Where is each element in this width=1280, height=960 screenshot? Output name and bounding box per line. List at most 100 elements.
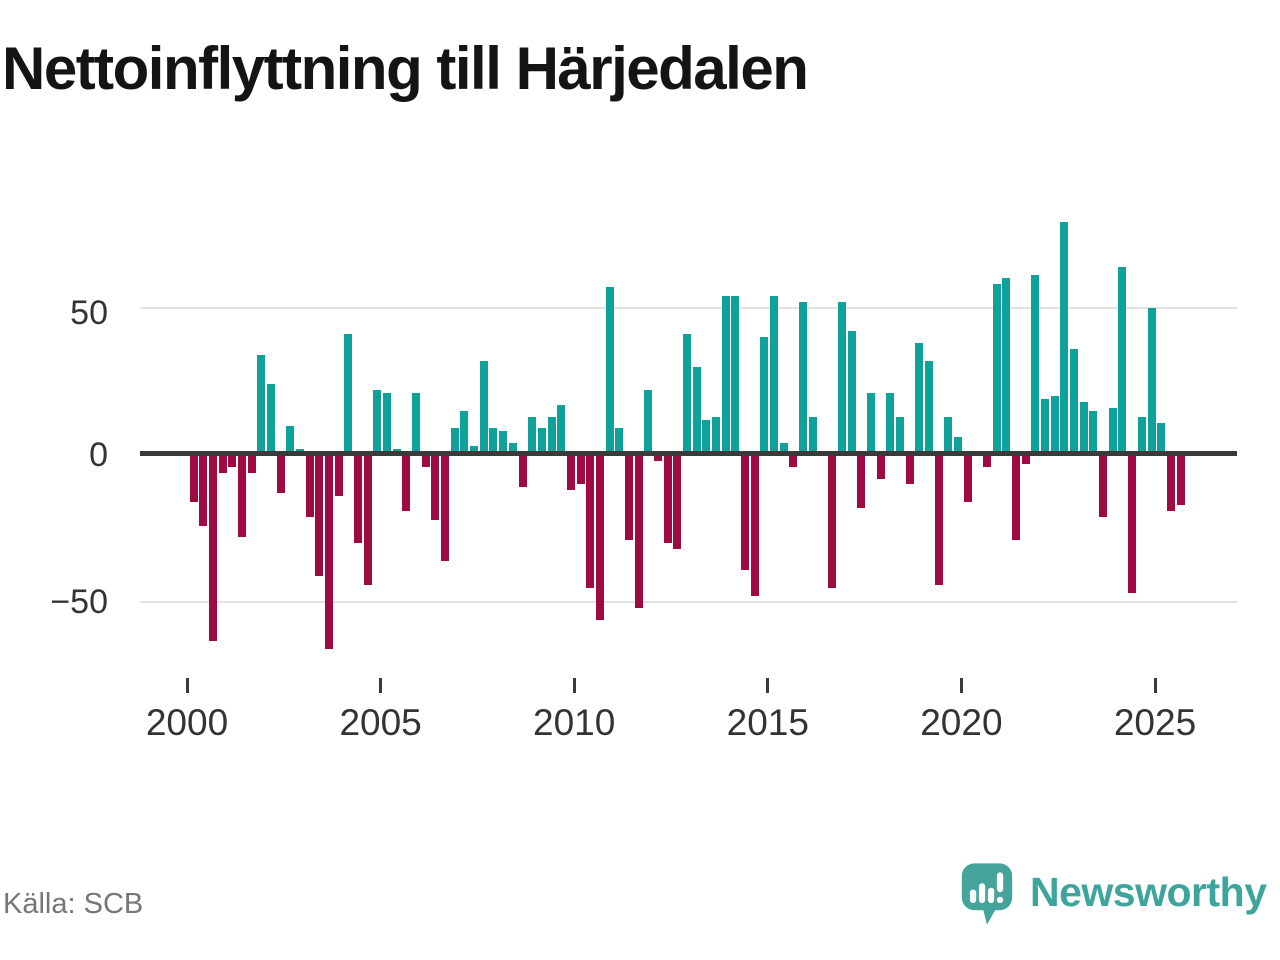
bar-2001-Q1: [228, 455, 237, 467]
bar-2003-Q1: [305, 455, 314, 517]
bar-2018-Q4: [915, 343, 924, 455]
bar-2019-Q4: [953, 437, 962, 455]
bar-2012-Q1: [653, 455, 662, 461]
bar-2000-Q3: [208, 455, 217, 641]
bar-2007-Q4: [489, 428, 498, 455]
bar-2011-Q1: [615, 428, 624, 455]
bar-2004-Q2: [354, 455, 362, 544]
bar-2006-Q1: [421, 455, 430, 467]
bar-2021-Q4: [1031, 275, 1040, 455]
bar-2014-Q4: [760, 337, 769, 455]
gridline-50: [140, 307, 1237, 309]
bar-2004-Q4: [373, 390, 382, 455]
bar-2015-Q2: [779, 443, 788, 455]
bar-2023-Q2: [1089, 410, 1098, 455]
bar-2009-Q3: [557, 404, 566, 455]
bar-2002-Q2: [276, 455, 285, 494]
x-tick-mark-2025: [1153, 678, 1157, 693]
bar-2017-Q3: [866, 393, 875, 455]
bar-2009-Q4: [566, 455, 575, 491]
bar-2016-Q4: [837, 301, 846, 455]
bar-2020-Q4: [992, 284, 1001, 455]
bar-2025-Q2: [1166, 455, 1175, 511]
bar-2009-Q1: [537, 428, 546, 455]
bar-2021-Q2: [1012, 455, 1021, 541]
bar-2013-Q4: [721, 295, 730, 455]
bar-2025-Q1: [1157, 422, 1166, 455]
chart-title: Nettoinflyttning till Härjedalen: [2, 35, 809, 102]
bar-2006-Q3: [441, 455, 450, 562]
bar-2003-Q4: [334, 455, 343, 497]
bar-2004-Q3: [363, 455, 372, 585]
bar-2014-Q3: [750, 455, 759, 597]
bar-2019-Q2: [934, 455, 943, 585]
newsworthy-logo: Newsworthy: [960, 861, 1267, 927]
bar-2006-Q2: [431, 455, 440, 520]
bar-2000-Q1: [189, 455, 198, 503]
bar-2014-Q1: [731, 295, 740, 455]
bar-2023-Q4: [1108, 407, 1117, 455]
bar-2025-Q3: [1176, 455, 1185, 506]
bar-2015-Q4: [799, 301, 808, 455]
x-tick-label-2020: 2020: [920, 702, 1003, 743]
bar-2021-Q3: [1021, 455, 1030, 464]
bar-2013-Q1: [692, 366, 701, 455]
y-tick-label-0: 0: [89, 436, 108, 474]
bar-2022-Q2: [1050, 396, 1059, 455]
bar-2010-Q1: [576, 455, 585, 485]
x-axis-zero-line: [140, 450, 1237, 456]
bar-2013-Q3: [712, 416, 721, 455]
bar-2018-Q3: [905, 455, 914, 485]
bar-2001-Q4: [257, 354, 266, 455]
x-tick-mark-2020: [959, 678, 963, 693]
bar-2012-Q2: [663, 455, 672, 544]
source-caption: Källa: SCB: [3, 888, 144, 920]
bar-2024-Q4: [1147, 307, 1156, 455]
bar-2003-Q2: [315, 455, 324, 576]
bar-2022-Q3: [1060, 222, 1069, 455]
newsworthy-speech-bubble-barchart-icon: [961, 863, 1013, 925]
bar-2022-Q1: [1041, 399, 1050, 455]
gridline-minus-50: [140, 601, 1237, 603]
bar-2002-Q1: [266, 384, 275, 455]
bar-2010-Q2: [586, 455, 595, 588]
bar-2024-Q1: [1118, 266, 1127, 455]
bar-2001-Q2: [237, 455, 246, 538]
bar-2016-Q1: [808, 416, 817, 455]
y-tick-label-minus-50: −50: [50, 583, 108, 621]
bar-2002-Q3: [286, 425, 295, 455]
bar-2010-Q4: [605, 287, 614, 455]
bar-2005-Q1: [383, 393, 392, 455]
bar-2024-Q2: [1128, 455, 1137, 594]
bar-2018-Q2: [895, 416, 904, 455]
bar-2005-Q3: [402, 455, 411, 511]
bar-2023-Q1: [1079, 401, 1088, 455]
bar-2021-Q1: [1002, 278, 1011, 455]
bar-2017-Q4: [876, 455, 885, 479]
x-tick-mark-2015: [766, 678, 770, 693]
x-tick-label-2015: 2015: [726, 702, 809, 743]
bar-2018-Q1: [886, 393, 895, 455]
bar-2006-Q4: [450, 428, 459, 455]
bar-2010-Q3: [595, 455, 604, 620]
x-tick-label-2010: 2010: [533, 702, 616, 743]
bar-2024-Q3: [1137, 416, 1146, 455]
bar-2008-Q2: [508, 443, 517, 455]
bar-2015-Q1: [770, 295, 779, 455]
bar-2005-Q4: [412, 393, 421, 455]
bar-2004-Q1: [344, 334, 353, 455]
x-tick-mark-2005: [379, 678, 383, 693]
bar-2001-Q3: [247, 455, 256, 473]
bar-2008-Q4: [528, 416, 537, 455]
bar-2000-Q4: [218, 455, 227, 473]
bar-2015-Q3: [789, 455, 798, 467]
newsworthy-wordmark: Newsworthy: [1030, 869, 1267, 915]
bar-2011-Q3: [634, 455, 643, 609]
bar-2012-Q4: [683, 334, 692, 455]
bar-2008-Q3: [518, 455, 527, 488]
bar-2012-Q3: [673, 455, 682, 550]
bar-2013-Q2: [702, 419, 711, 455]
bar-2022-Q4: [1070, 348, 1079, 455]
bar-2020-Q3: [983, 455, 991, 467]
